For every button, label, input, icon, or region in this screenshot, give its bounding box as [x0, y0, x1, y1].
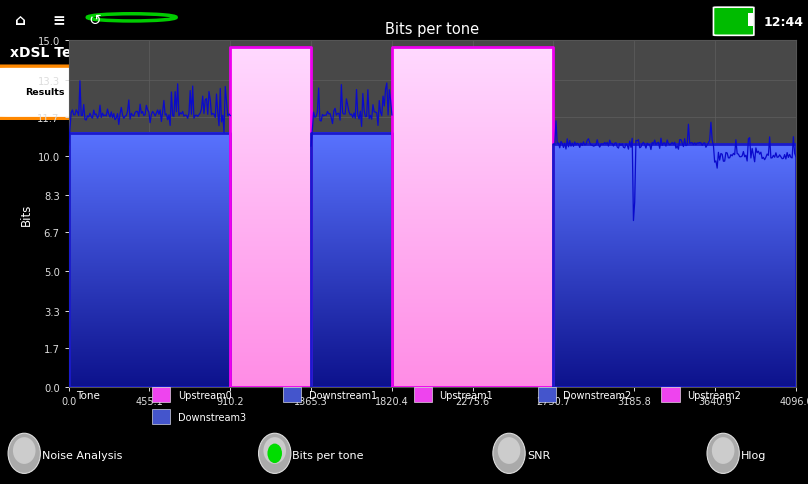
- FancyBboxPatch shape: [0, 65, 123, 121]
- FancyBboxPatch shape: [241, 69, 454, 118]
- FancyBboxPatch shape: [422, 69, 612, 118]
- Text: Pass/Fail Thresholds: Pass/Fail Thresholds: [293, 88, 402, 96]
- Ellipse shape: [267, 444, 282, 463]
- Text: Hlog: Hlog: [741, 450, 766, 460]
- Text: Downstream2: Downstream2: [563, 390, 631, 400]
- Text: xDSL Test: xDSL Test: [10, 46, 86, 60]
- FancyBboxPatch shape: [93, 69, 271, 118]
- FancyBboxPatch shape: [598, 69, 784, 118]
- Text: ↺: ↺: [89, 13, 102, 28]
- Bar: [538, 387, 556, 402]
- FancyBboxPatch shape: [713, 8, 754, 36]
- Bar: [661, 387, 680, 402]
- Text: ⌂: ⌂: [15, 13, 25, 28]
- FancyBboxPatch shape: [86, 65, 277, 121]
- Ellipse shape: [498, 437, 520, 464]
- Ellipse shape: [707, 433, 739, 473]
- Text: 12:44: 12:44: [764, 16, 804, 30]
- Ellipse shape: [263, 437, 286, 464]
- FancyBboxPatch shape: [0, 69, 116, 118]
- Text: Downstream3: Downstream3: [178, 412, 246, 422]
- Bar: [415, 387, 432, 402]
- Text: Results: Results: [26, 88, 65, 96]
- Text: xDSL Analysis: xDSL Analysis: [654, 88, 728, 96]
- Text: Upstream2: Upstream2: [687, 390, 741, 400]
- FancyBboxPatch shape: [234, 65, 461, 121]
- Text: xDSL Histograms: xDSL Histograms: [472, 88, 562, 96]
- Text: Noise Analysis: Noise Analysis: [42, 450, 122, 460]
- Text: Upstream0: Upstream0: [178, 390, 232, 400]
- Bar: [152, 409, 170, 424]
- Ellipse shape: [259, 433, 291, 473]
- Text: Upstream1: Upstream1: [440, 390, 494, 400]
- Ellipse shape: [13, 437, 36, 464]
- Title: Bits per tone: Bits per tone: [385, 22, 479, 37]
- Bar: [284, 387, 301, 402]
- Ellipse shape: [712, 437, 734, 464]
- Bar: [152, 387, 170, 402]
- Text: Bits per tone: Bits per tone: [292, 450, 364, 460]
- Bar: [748, 15, 753, 28]
- Text: Downstream1: Downstream1: [309, 390, 377, 400]
- Ellipse shape: [8, 433, 40, 473]
- Text: Configuration: Configuration: [145, 88, 218, 96]
- Text: ≡: ≡: [53, 13, 65, 28]
- Y-axis label: Bits: Bits: [20, 203, 33, 226]
- Text: SNR: SNR: [527, 450, 550, 460]
- Text: Tone: Tone: [76, 390, 100, 400]
- FancyBboxPatch shape: [415, 65, 619, 121]
- Ellipse shape: [493, 433, 525, 473]
